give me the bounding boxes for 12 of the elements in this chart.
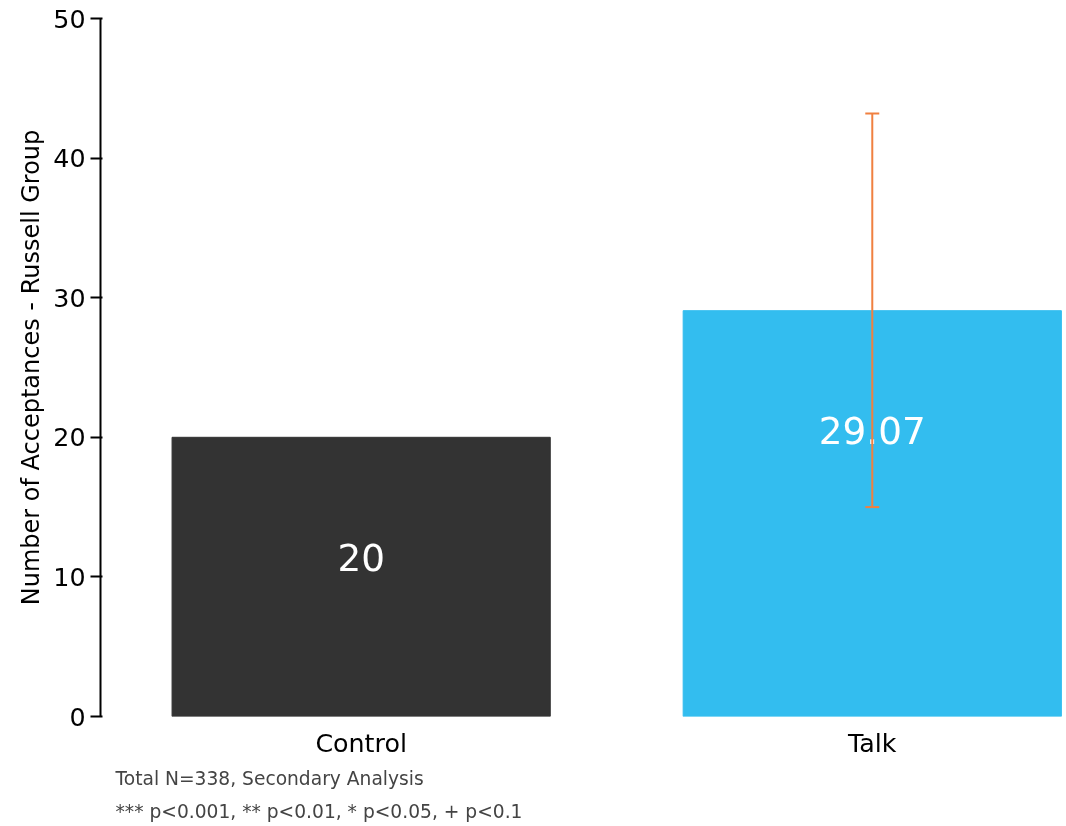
text: *** p<0.001, ** p<0.01, * p<0.05, + p<0.1 [115,800,523,822]
data-label: 20 [337,535,385,580]
x-tick-label: Control [315,727,407,758]
y-tick-label: 40 [53,143,86,174]
y-tick-label: 30 [53,282,86,313]
y-tick-label: 50 [53,3,86,34]
y-tick-label: 20 [53,422,86,453]
y-tick-label: 0 [69,701,86,732]
text: Total N=338, Secondary Analysis [114,767,424,789]
y-axis-title: Number of Acceptances - Russell Group [17,129,46,606]
x-tick-label: Talk [847,727,897,758]
y-tick-label: 10 [53,561,86,592]
